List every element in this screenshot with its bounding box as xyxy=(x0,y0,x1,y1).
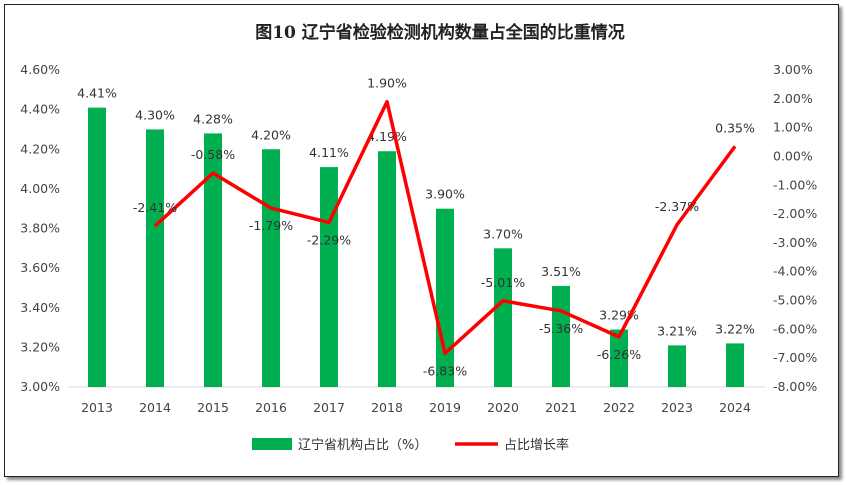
line-data-label: -1.79% xyxy=(249,218,293,233)
x-tick: 2019 xyxy=(429,400,461,415)
growth-rate-line xyxy=(153,99,737,356)
legend-bar-label: 辽宁省机构占比（%） xyxy=(298,437,427,453)
line-data-label: -6.26% xyxy=(597,347,641,362)
bar-data-label: 4.20% xyxy=(251,127,291,142)
line-data-label: -6.83% xyxy=(423,363,467,378)
y-left-tick: 4.20% xyxy=(20,141,60,156)
legend: 辽宁省机构占比（%） 占比增长率 xyxy=(252,437,569,453)
bar-data-label: 3.21% xyxy=(657,323,697,338)
line-data-label: -2.29% xyxy=(307,232,351,247)
y-left-tick: 4.00% xyxy=(20,181,60,196)
bar xyxy=(378,151,396,387)
x-tick: 2024 xyxy=(719,400,751,415)
y-right-tick: 1.00% xyxy=(773,120,813,135)
x-tick: 2023 xyxy=(661,400,693,415)
y-right-tick: -3.00% xyxy=(773,235,817,250)
line-data-label: 0.35% xyxy=(715,120,755,135)
y-left-tick: 3.80% xyxy=(20,221,60,236)
y-right-tick: -1.00% xyxy=(773,177,817,192)
bar xyxy=(204,133,222,387)
bar-data-label: 4.28% xyxy=(193,111,233,126)
y-right-tick: -2.00% xyxy=(773,206,817,221)
y-left-tick: 3.40% xyxy=(20,300,60,315)
line-data-label: -2.37% xyxy=(655,199,699,214)
bar xyxy=(610,329,628,387)
line-data-label: -5.01% xyxy=(481,275,525,290)
legend-bar-swatch xyxy=(252,438,292,450)
bar-data-label: 4.11% xyxy=(309,145,349,160)
x-tick: 2018 xyxy=(371,400,403,415)
y-right-tick: -5.00% xyxy=(773,293,817,308)
bar-data-label: 3.70% xyxy=(483,226,523,241)
y-right-tick: -6.00% xyxy=(773,321,817,336)
x-tick: 2015 xyxy=(197,400,229,415)
line-data-label: -5.36% xyxy=(539,321,583,336)
bar-data-label: 3.90% xyxy=(425,187,465,202)
x-tick: 2022 xyxy=(603,400,635,415)
line-data-label: -0.58% xyxy=(191,147,235,162)
y-left-tick: 3.20% xyxy=(20,339,60,354)
bar xyxy=(494,248,512,387)
bar xyxy=(668,345,686,387)
y-right-tick: -8.00% xyxy=(773,379,817,394)
bar xyxy=(726,343,744,387)
x-tick: 2017 xyxy=(313,400,345,415)
bar xyxy=(552,285,570,387)
chart-title: 图10 辽宁省检验检测机构数量占全国的比重情况 xyxy=(255,22,625,43)
y-right-tick: 0.00% xyxy=(773,148,813,163)
bar-data-label: 4.41% xyxy=(77,86,117,101)
line-data-label: -2.41% xyxy=(133,200,177,215)
bar xyxy=(146,129,164,387)
bar xyxy=(320,167,338,387)
bar xyxy=(436,208,454,387)
y-left-tick: 4.40% xyxy=(20,102,60,117)
bar-data-label: 3.22% xyxy=(715,321,755,336)
y-left-tick: 3.60% xyxy=(20,260,60,275)
x-tick: 2016 xyxy=(255,400,287,415)
y-right-tick: 3.00% xyxy=(773,62,813,77)
y-left-tick: 3.00% xyxy=(20,379,60,394)
y-right-tick: -4.00% xyxy=(773,264,817,279)
legend-line-label: 占比增长率 xyxy=(504,437,569,453)
y-left-tick: 4.60% xyxy=(20,62,60,77)
x-tick: 2020 xyxy=(487,400,519,415)
chart-frame xyxy=(4,4,839,477)
bar-data-label: 4.30% xyxy=(135,107,175,122)
bar-data-label: 3.51% xyxy=(541,264,581,279)
x-tick: 2013 xyxy=(81,400,113,415)
bar xyxy=(88,107,106,388)
x-tick: 2021 xyxy=(545,400,577,415)
bar xyxy=(262,149,280,387)
y-right-tick: -7.00% xyxy=(773,350,817,365)
x-tick: 2014 xyxy=(139,400,171,415)
y-right-tick: 2.00% xyxy=(773,91,813,106)
line-data-label: 1.90% xyxy=(367,76,407,91)
